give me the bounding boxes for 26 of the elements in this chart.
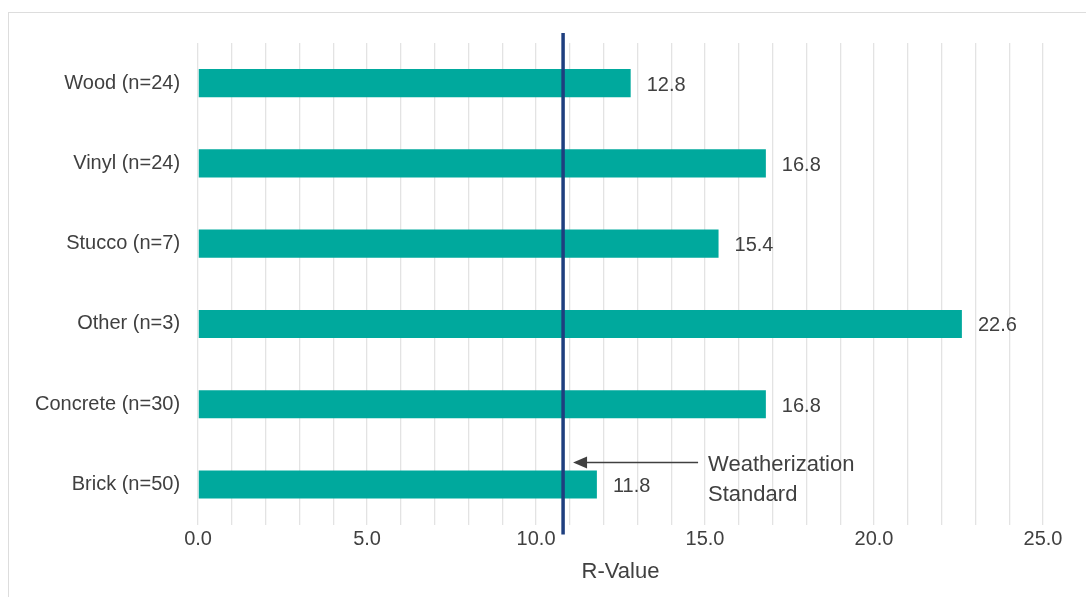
annotation: Weatherization Standard — [708, 450, 855, 506]
bar — [198, 390, 766, 419]
data-label: 16.8 — [781, 152, 821, 175]
data-label: 11.8 — [612, 473, 651, 496]
data-label: 12.8 — [646, 72, 686, 95]
bar — [198, 470, 597, 499]
y-tick-label: Other (n=3) — [77, 311, 181, 334]
x-tick-label: 5.0 — [353, 527, 381, 550]
x-tick-label: 15.0 — [685, 527, 725, 550]
x-tick-label: 20.0 — [854, 527, 894, 550]
bar — [198, 229, 719, 258]
data-label: 16.8 — [781, 393, 821, 416]
x-tick-label: 0.0 — [184, 527, 212, 550]
data-label: 22.6 — [977, 313, 1017, 336]
y-tick-label: Concrete (n=30) — [35, 391, 181, 414]
y-tick-label: Wood (n=24) — [64, 70, 181, 93]
y-tick-label: Brick (n=50) — [71, 471, 181, 494]
x-tick-label: 10.0 — [516, 527, 556, 550]
data-label: 15.4 — [734, 233, 774, 256]
bar — [198, 309, 962, 338]
bar — [198, 149, 766, 178]
y-tick-label: Stucco (n=7) — [66, 231, 181, 254]
bar — [198, 69, 631, 98]
y-tick-label: Vinyl (n=24) — [73, 150, 181, 173]
x-tick-label: 25.0 — [1023, 527, 1063, 550]
x-axis-title: R-Value — [581, 557, 660, 583]
